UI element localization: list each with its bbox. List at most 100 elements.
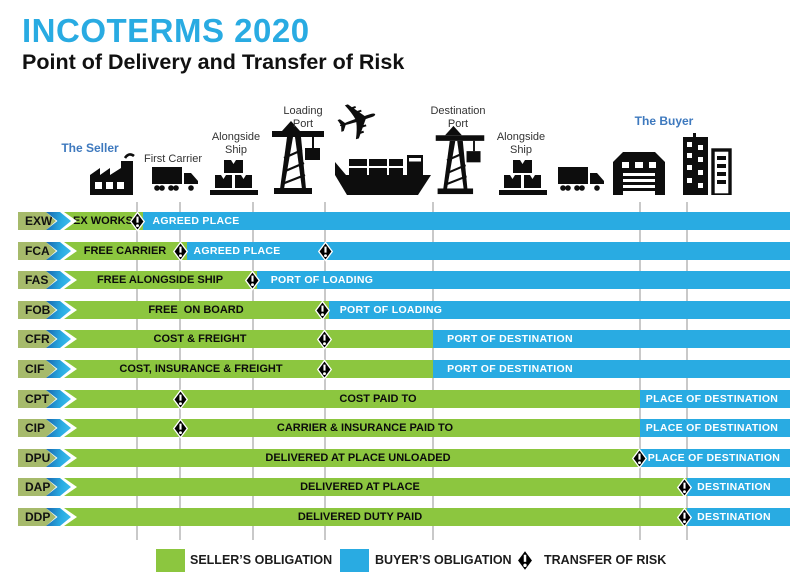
transfer-of-risk-icon <box>676 476 692 498</box>
buyer-obligation-bar: PLACE OF DESTINATION <box>640 449 790 467</box>
term-code-badge: CFR <box>18 330 56 348</box>
transfer-of-risk-label: TRANSFER OF RISK <box>544 553 667 567</box>
term-code-badge: FOB <box>18 301 56 319</box>
airplane-icon: ✈ <box>328 87 388 157</box>
term-code-badge: FAS <box>18 271 56 289</box>
page-subtitle: Point of Delivery and Transfer of Risk <box>22 50 405 74</box>
cargo-ship-icon <box>335 149 431 195</box>
seller-bar-label: DELIVERED AT PLACE <box>300 481 420 493</box>
buyer-obligation-bar: DESTINATION <box>687 508 790 526</box>
chevron-right-icon <box>46 212 71 230</box>
timeline-label: Alongside Ship <box>496 131 546 156</box>
seller-bar-label: COST PAID TO <box>339 393 417 405</box>
incoterm-row-fas: FAS FREE ALONGSIDE SHIP PORT OF LOADING <box>0 269 800 291</box>
buyer-bar-label: DESTINATION <box>697 511 771 523</box>
buyer-bar-label: PORT OF DESTINATION <box>447 363 573 375</box>
buyer-obligation-bar: AGREED PLACE <box>143 212 790 230</box>
term-code-badge: CIF <box>18 360 56 378</box>
transfer-of-risk-icon <box>129 210 145 232</box>
seller-obligation-bar: COST, INSURANCE & FREIGHT <box>64 360 433 378</box>
seller-obligation-bar: DELIVERED DUTY PAID <box>64 508 687 526</box>
harbor-crane-icon <box>272 120 324 195</box>
buyer-obligation-label: BUYER’S OBLIGATION <box>375 553 512 567</box>
incoterm-row-dap: DAP DELIVERED AT PLACE DESTINATION <box>0 476 800 498</box>
incoterm-row-cip: CIP CARRIER & INSURANCE PAID TO PLACE OF D… <box>0 417 800 439</box>
seller-obligation-label: SELLER’S OBLIGATION <box>190 553 333 567</box>
buyer-bar-label: PLACE OF DESTINATION <box>647 452 781 464</box>
term-code-badge: DDP <box>18 508 56 526</box>
transfer-of-risk-icon <box>317 240 333 262</box>
buyer-obligation-bar: PORT OF LOADING <box>329 301 790 319</box>
buyer-bar-label: DESTINATION <box>697 481 771 493</box>
seller-bar-label: FREE ALONGSIDE SHIP <box>96 274 224 286</box>
seller-obligation-bar: DELIVERED AT PLACE <box>64 478 687 496</box>
transfer-of-risk-icon <box>172 240 188 262</box>
chevron-right-icon <box>46 419 71 437</box>
seller-obligation-bar: FREE ON BOARD <box>64 301 329 319</box>
chevron-right-icon <box>46 449 71 467</box>
buyer-bar-label: PORT OF LOADING <box>339 304 443 316</box>
transfer-of-risk-icon <box>244 269 260 291</box>
page-title: INCOTERMS 2020 <box>22 12 310 49</box>
cargo-boxes-icon <box>210 158 258 195</box>
buyer-bar-label: AGREED PLACE <box>193 245 281 257</box>
transfer-of-risk-icon <box>516 549 534 572</box>
seller-bar-label: COST & FREIGHT <box>153 333 247 345</box>
timeline-label: Destination Port <box>430 105 486 130</box>
incoterm-row-ddp: DDP DELIVERED DUTY PAID DESTINATION <box>0 506 800 528</box>
term-code-badge: CPT <box>18 390 56 408</box>
timeline-label: Alongside Ship <box>211 131 261 156</box>
term-code-badge: FCA <box>18 242 56 260</box>
seller-obligation-bar: COST & FREIGHT <box>64 330 433 348</box>
seller-bar-label: COST, INSURANCE & FREIGHT <box>119 363 283 375</box>
transfer-of-risk-icon <box>172 388 188 410</box>
timeline-label: The Seller <box>61 141 119 155</box>
seller-obligation-bar: CARRIER & INSURANCE PAID TO <box>64 419 640 437</box>
buyer-obligation-bar: PLACE OF DESTINATION <box>640 390 790 408</box>
timeline-label: The Buyer <box>634 114 694 128</box>
buyer-bar-label: PLACE OF DESTINATION <box>645 393 779 405</box>
seller-obligation-bar: FREE CARRIER <box>64 242 187 260</box>
seller-bar-label: EX WORKS <box>73 215 133 227</box>
chevron-right-icon <box>46 508 71 526</box>
seller-bar-label: DELIVERED AT PLACE UNLOADED <box>265 452 451 464</box>
buyer-obligation-bar: DESTINATION <box>687 478 790 496</box>
transfer-of-risk-icon <box>516 549 534 572</box>
truck-icon <box>152 165 198 195</box>
seller-bar-label: DELIVERED DUTY PAID <box>297 511 423 523</box>
warehouse-icon <box>613 146 665 195</box>
seller-bar-label: CARRIER & INSURANCE PAID TO <box>276 422 454 434</box>
chevron-right-icon <box>46 271 71 289</box>
truck-icon <box>558 165 604 195</box>
seller-bar-label: FREE ON BOARD <box>148 304 244 316</box>
transfer-of-risk-icon <box>316 358 332 380</box>
transfer-of-risk-icon <box>316 328 332 350</box>
seller-obligation-swatch <box>156 549 185 572</box>
seller-obligation-bar: EX WORKS <box>64 212 143 230</box>
buyer-obligation-bar: PORT OF DESTINATION <box>433 330 790 348</box>
term-code-badge: CIP <box>18 419 56 437</box>
buyer-bar-label: AGREED PLACE <box>152 215 240 227</box>
buyer-obligation-swatch <box>340 549 369 572</box>
harbor-crane-icon <box>434 125 486 195</box>
transfer-of-risk-icon <box>631 447 647 469</box>
seller-obligation-bar: COST PAID TO <box>64 390 640 408</box>
buyer-obligation-bar: PORT OF DESTINATION <box>433 360 790 378</box>
buyer-obligation-bar: PORT OF LOADING <box>257 271 790 289</box>
transfer-of-risk-icon <box>676 506 692 528</box>
seller-obligation-bar: FREE ALONGSIDE SHIP <box>64 271 257 289</box>
term-code-badge: DAP <box>18 478 56 496</box>
chevron-right-icon <box>46 301 71 319</box>
chevron-right-icon <box>46 330 71 348</box>
buyer-bar-label: PLACE OF DESTINATION <box>645 422 779 434</box>
incoterm-row-dpu: DPU DELIVERED AT PLACE UNLOADED PLACE OF D… <box>0 447 800 469</box>
buyer-bar-label: PORT OF DESTINATION <box>447 333 573 345</box>
transfer-of-risk-icon <box>172 417 188 439</box>
incoterm-row-cif: CIF COST, INSURANCE & FREIGHT PORT OF DEST… <box>0 358 800 380</box>
buyer-bar-label: PORT OF LOADING <box>270 274 374 286</box>
seller-obligation-bar: DELIVERED AT PLACE UNLOADED <box>64 449 640 467</box>
factory-icon <box>88 150 140 195</box>
cargo-boxes-icon <box>499 158 547 195</box>
buyer-obligation-bar: PLACE OF DESTINATION <box>640 419 790 437</box>
